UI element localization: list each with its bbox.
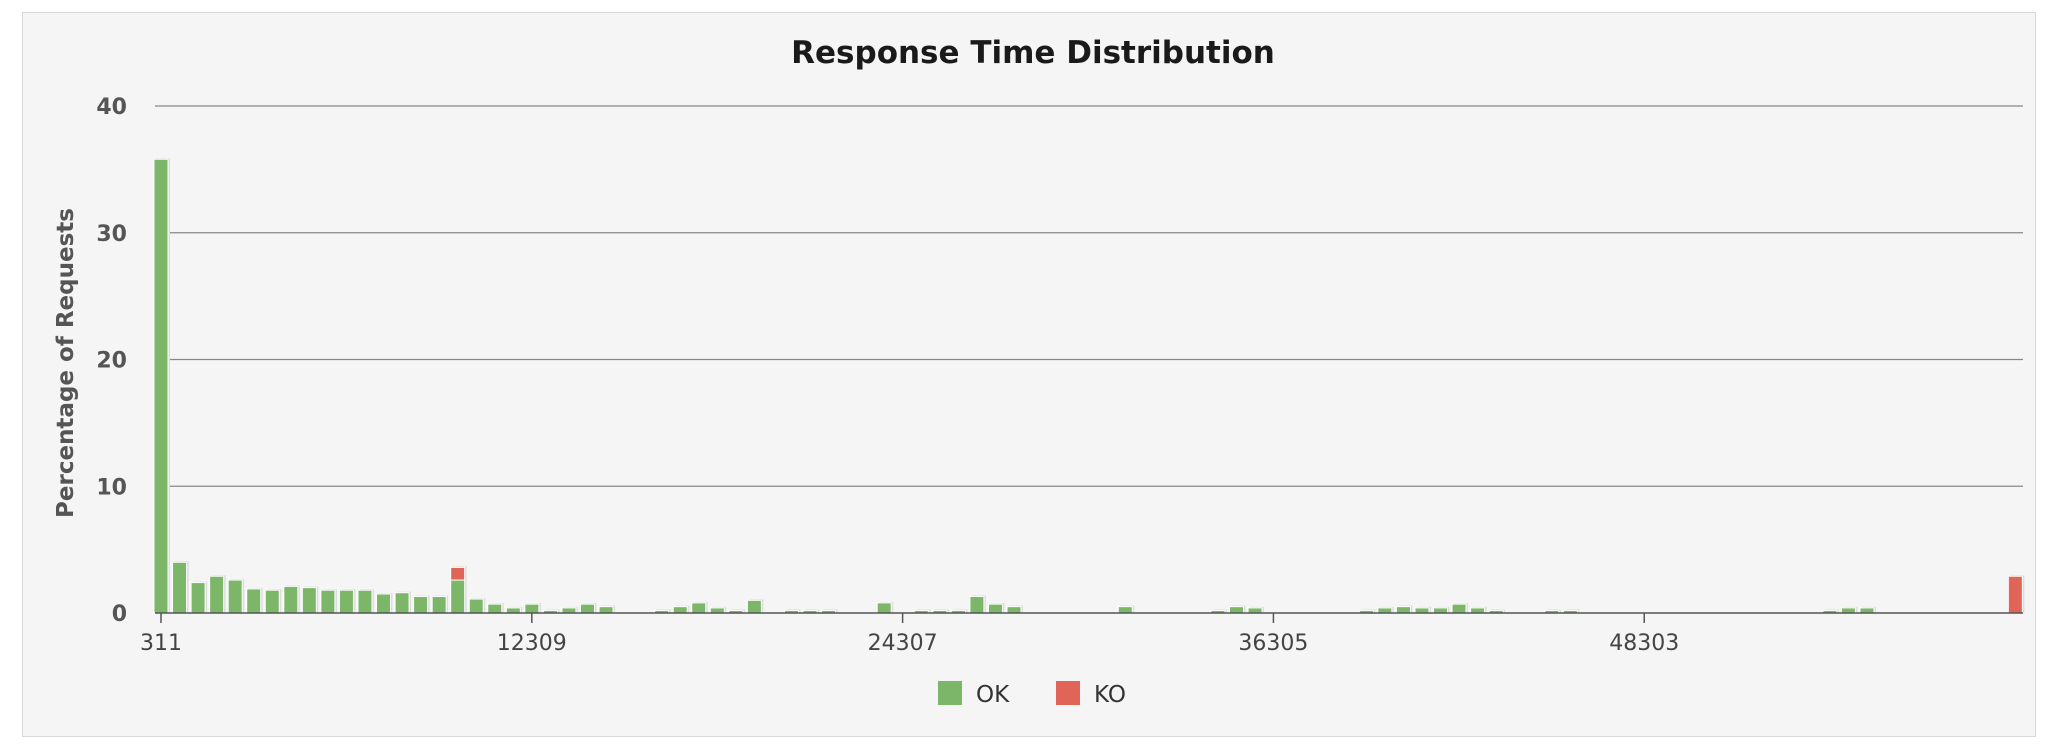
bar-ok[interactable] xyxy=(691,602,707,614)
bar-ok[interactable] xyxy=(301,587,317,614)
response-time-chart: Response Time Distribution Percentage of… xyxy=(53,35,2025,708)
bar-ok[interactable] xyxy=(969,596,985,614)
bar-ok[interactable] xyxy=(487,603,503,614)
bar-ok[interactable] xyxy=(1117,606,1133,614)
bar-ok[interactable] xyxy=(190,582,206,614)
y-tick-label: 10 xyxy=(96,475,127,500)
x-tick-label: 48303 xyxy=(1609,631,1679,656)
y-axis-ticks: 0 10 20 30 40 xyxy=(96,95,127,627)
gridlines xyxy=(155,105,2023,487)
bar-ok[interactable] xyxy=(1859,607,1875,614)
bar-ok[interactable] xyxy=(987,603,1003,614)
bar-ok[interactable] xyxy=(172,561,188,614)
bar-ok[interactable] xyxy=(431,596,447,614)
bar-ok[interactable] xyxy=(505,607,521,614)
bar-ok[interactable] xyxy=(283,585,299,614)
y-tick-label: 40 xyxy=(96,95,127,120)
bar-ok[interactable] xyxy=(1377,607,1393,614)
legend-item-ko[interactable]: KO xyxy=(1056,681,1126,708)
x-tick-label: 36305 xyxy=(1238,631,1308,656)
x-axis-ticks: 311 12309 24307 36305 48303 xyxy=(140,613,1679,656)
bar-ok[interactable] xyxy=(1414,607,1430,614)
bar-ko[interactable] xyxy=(450,566,466,581)
legend-label: KO xyxy=(1094,682,1126,708)
bar-ok[interactable] xyxy=(153,158,169,614)
bar-ok[interactable] xyxy=(468,598,484,614)
bar-ok[interactable] xyxy=(209,575,225,614)
bar-ok[interactable] xyxy=(1229,606,1245,614)
bar-ok[interactable] xyxy=(746,599,762,614)
bar-ok[interactable] xyxy=(876,602,892,614)
bar-ok[interactable] xyxy=(246,588,262,614)
bar-ok[interactable] xyxy=(1470,607,1486,614)
legend[interactable]: OK KO xyxy=(938,681,1126,708)
bar-ok[interactable] xyxy=(709,607,725,614)
x-tick-label: 311 xyxy=(140,631,182,656)
bar-ok[interactable] xyxy=(450,579,466,614)
bar-ok[interactable] xyxy=(413,596,429,614)
bar-ok[interactable] xyxy=(561,607,577,614)
bar-ok[interactable] xyxy=(264,589,280,614)
bar-ok[interactable] xyxy=(357,589,373,614)
legend-swatch xyxy=(1056,681,1080,705)
y-axis-label: Percentage of Requests xyxy=(53,208,79,518)
y-tick-label: 30 xyxy=(96,222,127,247)
bar-ok[interactable] xyxy=(376,593,392,614)
bar-ok[interactable] xyxy=(1451,603,1467,614)
bar-ok[interactable] xyxy=(1395,606,1411,614)
bar-ok[interactable] xyxy=(1840,607,1856,614)
y-tick-label: 20 xyxy=(96,349,127,374)
y-tick-label: 0 xyxy=(112,602,127,627)
bar-ok[interactable] xyxy=(1247,607,1263,614)
chart-title: Response Time Distribution xyxy=(791,35,1275,71)
bar-ok[interactable] xyxy=(598,606,614,614)
legend-label: OK xyxy=(976,682,1010,708)
x-tick-label: 24307 xyxy=(868,631,938,656)
legend-item-ok[interactable]: OK xyxy=(938,681,1010,708)
legend-swatch xyxy=(938,681,962,705)
bar-ok[interactable] xyxy=(524,603,540,614)
bar-ok[interactable] xyxy=(320,589,336,614)
bar-ko[interactable] xyxy=(2007,575,2023,614)
bars xyxy=(153,158,2025,614)
bar-ok[interactable] xyxy=(394,592,410,614)
bar-ok[interactable] xyxy=(227,579,243,614)
bar-ok[interactable] xyxy=(579,603,595,614)
chart-panel: Response Time Distribution Percentage of… xyxy=(22,12,2036,737)
bar-ok[interactable] xyxy=(672,606,688,614)
x-tick-label: 12309 xyxy=(497,631,567,656)
bar-ok[interactable] xyxy=(1432,607,1448,614)
bar-ok[interactable] xyxy=(1006,606,1022,614)
bar-ok[interactable] xyxy=(338,589,354,614)
